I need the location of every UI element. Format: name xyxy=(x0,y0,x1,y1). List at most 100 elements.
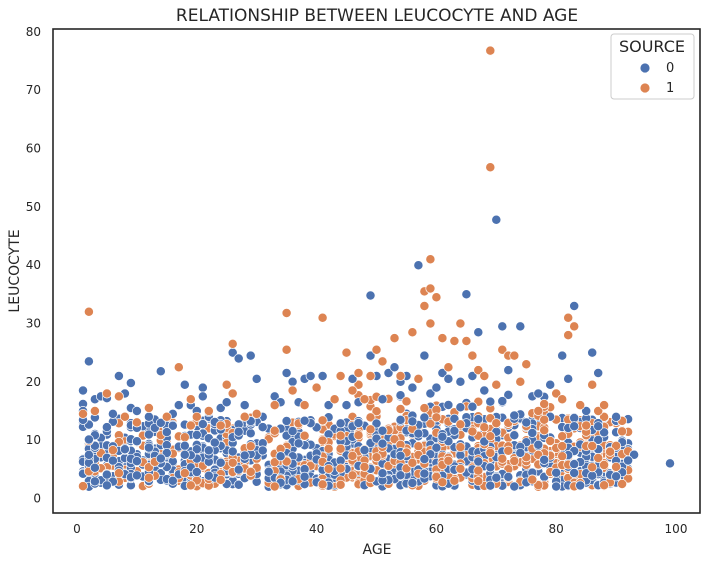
scatter-point-source-0 xyxy=(593,434,604,445)
scatter-point-source-0 xyxy=(515,447,526,458)
scatter-point-source-1 xyxy=(401,396,412,407)
scatter-point-source-0 xyxy=(557,350,568,361)
scatter-point-source-1 xyxy=(449,475,460,486)
scatter-point-source-1 xyxy=(365,424,376,435)
scatter-point-source-1 xyxy=(557,394,568,405)
scatter-point-source-1 xyxy=(347,450,358,461)
scatter-point-source-0 xyxy=(197,419,208,430)
scatter-point-source-1 xyxy=(461,336,472,346)
scatter-point-source-0 xyxy=(143,429,154,440)
scatter-point-source-1 xyxy=(89,406,100,416)
scatter-point-source-1 xyxy=(455,463,466,474)
scatter-point-source-0 xyxy=(131,436,142,447)
scatter-point-source-1 xyxy=(611,461,622,472)
x-tick-label: 100 xyxy=(665,522,688,536)
scatter-point-source-1 xyxy=(251,408,262,419)
scatter-point-source-0 xyxy=(323,400,334,411)
scatter-point-source-1 xyxy=(593,453,604,463)
scatter-point-source-1 xyxy=(389,333,400,344)
scatter-point-source-0 xyxy=(539,454,550,465)
x-tick-label: 60 xyxy=(429,522,444,536)
scatter-point-source-0 xyxy=(167,420,178,431)
scatter-point-source-0 xyxy=(473,327,484,338)
scatter-point-source-1 xyxy=(143,472,154,483)
x-tick-label: 80 xyxy=(549,522,564,536)
scatter-point-source-0 xyxy=(395,414,406,425)
scatter-point-source-0 xyxy=(203,470,214,481)
scatter-point-source-1 xyxy=(317,415,328,426)
scatter-point-source-0 xyxy=(131,470,142,481)
scatter-point-source-0 xyxy=(377,425,388,436)
scatter-point-source-0 xyxy=(383,368,394,378)
scatter-point-source-1 xyxy=(329,394,340,405)
scatter-point-source-0 xyxy=(101,422,112,433)
scatter-point-source-0 xyxy=(155,366,166,377)
scatter-point-source-1 xyxy=(119,411,130,422)
scatter-point-source-0 xyxy=(161,427,172,438)
scatter-point-source-1 xyxy=(317,435,328,446)
scatter-point-source-0 xyxy=(377,438,388,449)
scatter-point-source-0 xyxy=(83,449,94,460)
scatter-point-source-0 xyxy=(569,301,580,311)
scatter-point-source-0 xyxy=(455,402,466,413)
scatter-point-source-1 xyxy=(335,371,346,381)
scatter-point-source-0 xyxy=(215,457,226,468)
scatter-point-source-1 xyxy=(539,414,550,425)
scatter-point-source-0 xyxy=(509,430,520,441)
scatter-point-source-0 xyxy=(377,394,388,405)
scatter-point-source-1 xyxy=(587,379,598,390)
scatter-point-source-0 xyxy=(143,411,154,422)
scatter-point-source-0 xyxy=(419,468,430,479)
scatter-point-source-1 xyxy=(203,406,214,416)
scatter-point-source-1 xyxy=(245,466,256,477)
scatter-point-source-1 xyxy=(509,350,520,361)
scatter-point-source-0 xyxy=(83,434,94,445)
legend-label-1: 1 xyxy=(666,81,674,96)
scatter-point-source-1 xyxy=(443,455,454,466)
scatter-point-source-0 xyxy=(533,439,544,450)
scatter-point-source-0 xyxy=(503,365,514,376)
scatter-point-source-0 xyxy=(527,428,538,438)
scatter-point-source-1 xyxy=(191,411,202,422)
scatter-point-source-1 xyxy=(269,457,280,468)
scatter-point-source-0 xyxy=(365,290,376,301)
scatter-point-source-1 xyxy=(335,430,346,441)
scatter-point-source-1 xyxy=(179,432,190,443)
scatter-point-source-1 xyxy=(419,301,430,311)
scatter-point-source-0 xyxy=(449,425,460,436)
scatter-point-source-1 xyxy=(473,365,484,376)
scatter-point-source-1 xyxy=(215,420,226,431)
x-tick-label: 20 xyxy=(189,522,204,536)
scatter-point-source-0 xyxy=(569,459,580,470)
scatter-point-source-1 xyxy=(533,406,544,416)
scatter-point-source-1 xyxy=(557,431,568,442)
scatter-point-source-1 xyxy=(347,470,358,481)
y-tick-labels: 0 10 20 30 40 50 60 70 80 xyxy=(26,25,41,505)
scatter-point-source-0 xyxy=(395,450,406,461)
scatter-point-source-0 xyxy=(89,462,100,473)
scatter-point-source-1 xyxy=(455,318,466,329)
scatter-point-source-0 xyxy=(371,418,382,429)
points-layer xyxy=(78,45,675,492)
scatter-point-source-1 xyxy=(353,379,364,390)
scatter-point-source-0 xyxy=(359,445,370,456)
scatter-point-source-0 xyxy=(299,415,310,426)
scatter-point-source-0 xyxy=(461,289,472,300)
scatter-point-source-1 xyxy=(221,379,232,390)
scatter-point-source-0 xyxy=(407,382,418,393)
scatter-point-source-1 xyxy=(437,477,448,488)
scatter-point-source-0 xyxy=(569,413,580,423)
scatter-point-source-1 xyxy=(359,394,370,405)
scatter-point-source-0 xyxy=(377,468,388,479)
scatter-point-source-1 xyxy=(185,420,196,431)
scatter-point-source-0 xyxy=(299,471,310,482)
scatter-point-source-1 xyxy=(407,457,418,468)
scatter-point-source-0 xyxy=(239,450,250,461)
scatter-point-source-1 xyxy=(287,385,298,396)
scatter-point-source-0 xyxy=(509,410,520,421)
scatter-point-source-0 xyxy=(419,454,430,465)
scatter-point-source-1 xyxy=(335,463,346,474)
scatter-point-source-0 xyxy=(413,428,424,439)
scatter-point-source-1 xyxy=(557,451,568,462)
plot-frame xyxy=(52,28,701,514)
